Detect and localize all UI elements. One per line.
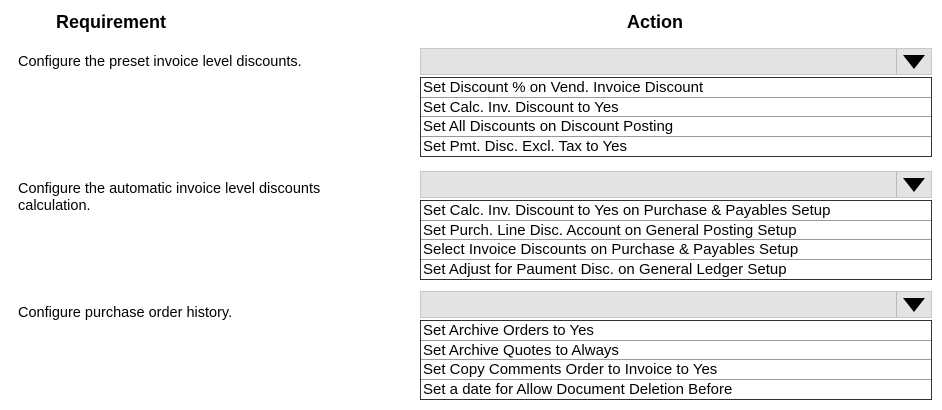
dropdown-option[interactable]: Set Adjust for Paument Disc. on General … — [423, 260, 787, 278]
dropdown-option[interactable]: Set Calc. Inv. Discount to Yes on Purcha… — [421, 201, 931, 221]
requirement-header: Requirement — [56, 12, 167, 32]
dropdown-selection[interactable] — [420, 291, 932, 318]
requirement-3: Configure purchase order history. — [18, 305, 233, 321]
triangle-down-icon — [903, 54, 925, 69]
dropdown-button[interactable] — [896, 49, 931, 74]
action-dropdown-1[interactable]: Set Discount % on Vend. Invoice Discount… — [420, 48, 932, 157]
dropdown-option[interactable]: Set Archive Orders to Yes — [421, 321, 931, 341]
requirement-2: Configure the automatic invoice level di… — [18, 181, 321, 214]
dropdown-options: Set Archive Orders to Yes Set Archive Qu… — [420, 320, 932, 400]
dropdown-options: Set Discount % on Vend. Invoice Discount… — [420, 77, 932, 157]
requirement-1: Configure the preset invoice level disco… — [18, 54, 302, 70]
dropdown-option[interactable]: Set a date for Allow Document Deletion B… — [423, 380, 733, 398]
dropdown-option[interactable]: Set All Discounts on Discount Posting — [421, 117, 931, 137]
dropdown-button[interactable] — [896, 292, 931, 317]
triangle-down-icon — [903, 177, 925, 192]
dropdown-option[interactable]: Set Archive Quotes to Always — [421, 341, 931, 360]
action-dropdown-2[interactable]: Set Calc. Inv. Discount to Yes on Purcha… — [420, 171, 932, 280]
dropdown-option[interactable]: Set Discount % on Vend. Invoice Discount — [421, 78, 931, 98]
dropdown-option[interactable]: Select Invoice Discounts on Purchase & P… — [421, 240, 931, 260]
action-header: Action — [627, 12, 683, 32]
dropdown-options: Set Calc. Inv. Discount to Yes on Purcha… — [420, 200, 932, 280]
dropdown-selection[interactable] — [420, 48, 932, 75]
action-dropdown-3[interactable]: Set Archive Orders to Yes Set Archive Qu… — [420, 291, 932, 400]
triangle-down-icon — [903, 297, 925, 312]
dropdown-option[interactable]: Set Purch. Line Disc. Account on General… — [421, 221, 931, 240]
dropdown-button[interactable] — [896, 172, 931, 197]
dropdown-option[interactable]: Set Pmt. Disc. Excl. Tax to Yes — [423, 137, 627, 155]
dropdown-selection[interactable] — [420, 171, 932, 198]
dropdown-option[interactable]: Set Calc. Inv. Discount to Yes — [421, 98, 931, 117]
dropdown-option[interactable]: Set Copy Comments Order to Invoice to Ye… — [421, 360, 931, 380]
